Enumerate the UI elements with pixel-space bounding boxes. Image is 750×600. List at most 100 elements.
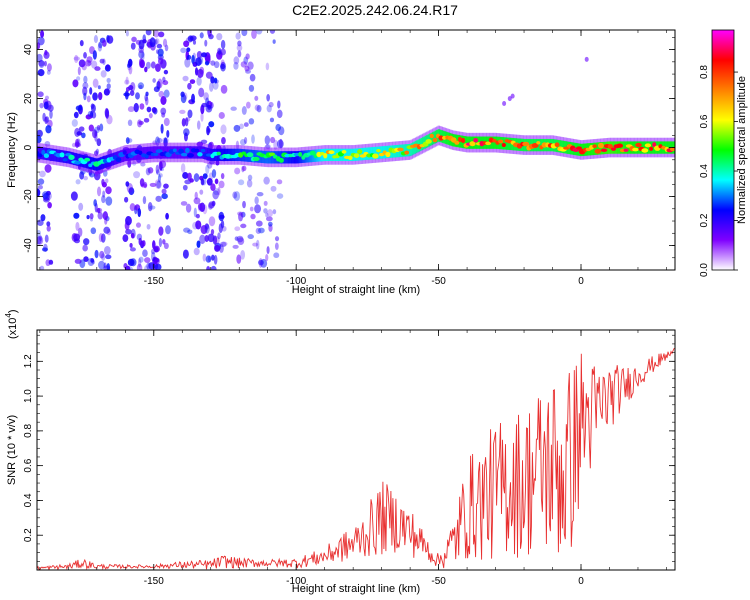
noise-point — [41, 247, 48, 252]
snr-series-line — [37, 347, 675, 570]
y-tick-label: -40 — [23, 238, 34, 253]
noise-point — [73, 238, 81, 244]
noise-point — [200, 139, 208, 144]
noise-point — [233, 124, 241, 132]
noise-point — [265, 216, 273, 222]
ridge-band — [597, 142, 600, 155]
noise-point — [193, 247, 200, 256]
noise-point — [127, 119, 133, 127]
ridge-point — [37, 153, 43, 158]
noise-point — [106, 83, 111, 90]
isolated-point — [510, 93, 515, 99]
ridge-band — [374, 146, 378, 160]
noise-point — [233, 191, 241, 202]
noise-point — [106, 114, 113, 125]
noise-point — [273, 139, 278, 150]
noise-point — [256, 105, 262, 113]
noise-point — [90, 104, 96, 113]
noise-point — [210, 265, 217, 270]
noise-point — [166, 129, 170, 138]
ridge-band — [295, 151, 298, 164]
noise-point — [79, 171, 85, 180]
noise-point — [139, 178, 145, 187]
noise-point — [266, 94, 271, 102]
noise-point — [94, 66, 101, 71]
noise-point — [214, 178, 219, 185]
ridge-point — [670, 147, 675, 152]
noise-point — [242, 200, 246, 209]
noise-point — [217, 232, 221, 240]
noise-point — [124, 196, 129, 203]
noise-point — [145, 167, 151, 176]
spectrogram-panel: -150 -100 -50 0 -40 -20 0 20 40 Height of straig… — [6, 29, 676, 296]
noise-point — [274, 236, 280, 242]
ridge-band — [73, 152, 76, 165]
noise-point — [256, 191, 264, 197]
noise-point — [37, 91, 44, 98]
noise-point — [203, 92, 209, 101]
noise-point — [86, 215, 90, 220]
noise-point — [199, 189, 204, 195]
noise-point — [101, 181, 107, 188]
ridge-band — [369, 147, 372, 160]
ridge-point — [353, 153, 360, 158]
ridge-point — [616, 143, 624, 148]
ridge-band — [333, 148, 337, 162]
noise-point — [37, 36, 45, 46]
ridge-band — [377, 146, 381, 159]
noise-point — [99, 123, 104, 132]
noise-point — [204, 39, 208, 47]
noise-point — [157, 78, 163, 89]
noise-point — [102, 169, 108, 177]
noise-point — [248, 118, 255, 125]
ridge-point — [178, 148, 185, 154]
noise-point — [152, 78, 156, 83]
noise-point — [269, 117, 275, 123]
colorbar-ticks: 0.0 0.2 0.4 0.6 0.8 — [699, 65, 738, 277]
noise-point — [137, 207, 142, 218]
noise-point — [78, 202, 84, 211]
noise-point — [182, 249, 189, 259]
ridge-band — [290, 151, 294, 164]
snr-axes: -150 -100 -50 0 0.2 0.4 0.6 0.8 1.0 1.2 — [23, 330, 675, 587]
noise-point — [200, 224, 208, 235]
isolated-point — [507, 96, 512, 102]
noise-point — [237, 50, 242, 58]
noise-point — [263, 176, 270, 185]
noise-point — [184, 57, 191, 68]
ridge-band — [634, 141, 637, 154]
noise-point — [160, 167, 165, 172]
ridge-band — [410, 143, 414, 156]
noise-point — [37, 178, 45, 185]
ridge-band — [270, 151, 274, 164]
noise-point — [161, 193, 168, 200]
noise-point — [278, 138, 283, 149]
ridge-band — [296, 151, 300, 164]
ridge-band — [310, 149, 314, 163]
noise-point — [106, 77, 111, 84]
noise-point — [139, 59, 145, 69]
noise-point — [213, 61, 220, 69]
noise-point — [146, 106, 152, 113]
noise-point — [200, 52, 208, 58]
ridge-point — [68, 154, 75, 160]
noise-point — [205, 164, 210, 175]
y-tick-label: -20 — [23, 189, 34, 204]
noise-point — [193, 207, 197, 218]
noise-point — [103, 245, 111, 255]
ridge-band — [646, 141, 650, 154]
chart-title: C2E2.2025.242.06.24.R17 — [292, 2, 458, 18]
spectrogram-isolated-points — [502, 56, 589, 106]
noise-point — [83, 92, 87, 101]
ridge-band — [466, 136, 469, 149]
ridge-point — [522, 141, 530, 147]
ridge-band — [508, 137, 512, 150]
noise-point — [243, 56, 249, 65]
noise-point — [243, 136, 248, 145]
noise-point — [232, 191, 238, 199]
noise-point — [48, 259, 54, 265]
noise-point — [138, 50, 145, 59]
noise-point — [207, 30, 212, 37]
noise-point — [145, 30, 152, 36]
snr-xlabel: Height of straight line (km) — [292, 583, 420, 595]
